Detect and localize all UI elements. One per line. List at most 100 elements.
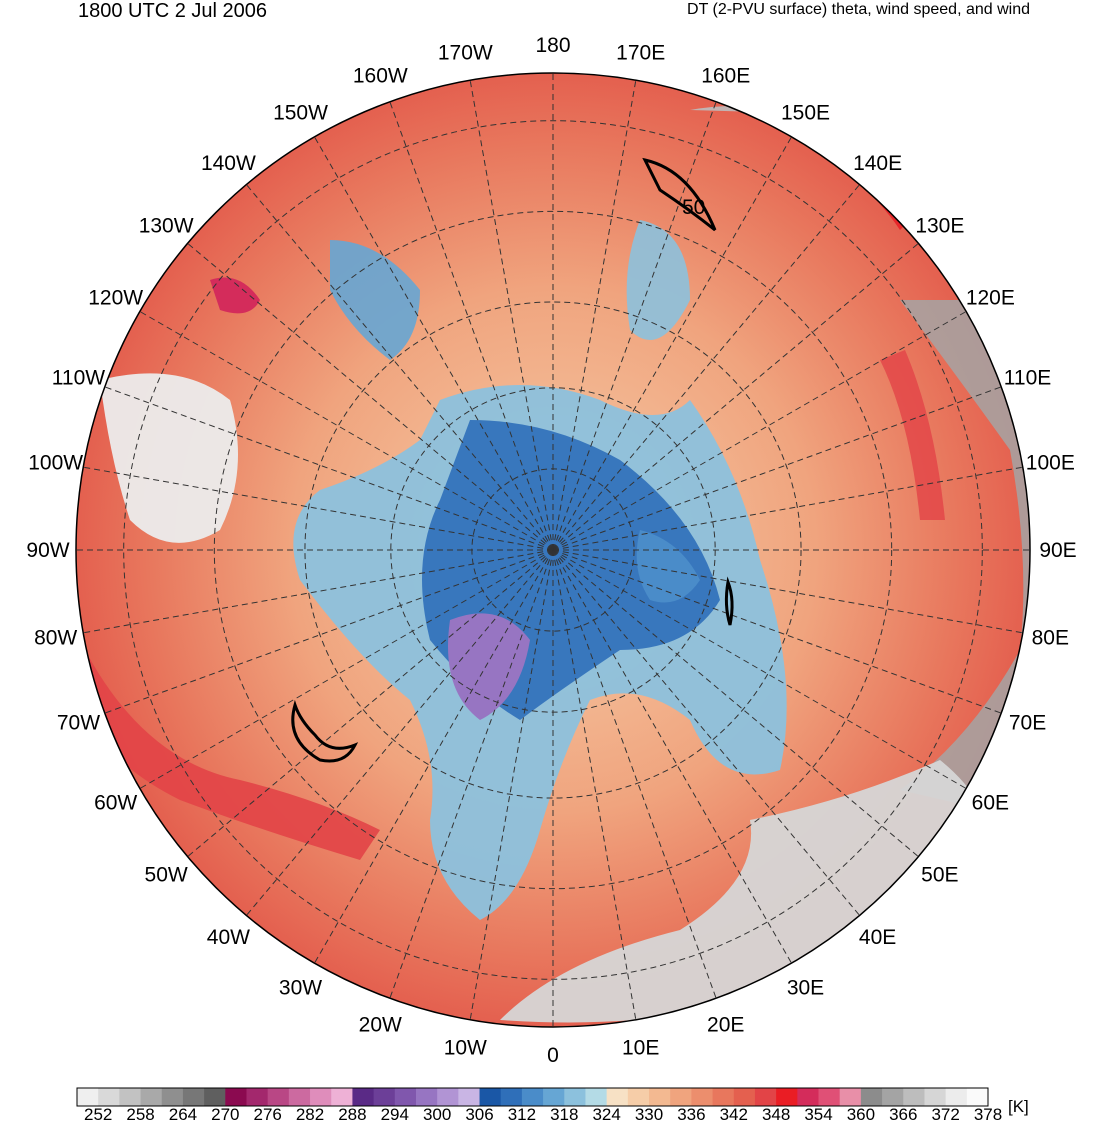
colorbar-swatch: [521, 1088, 544, 1106]
longitude-label: 140E: [853, 152, 902, 175]
colorbar-tick-label: 366: [889, 1105, 917, 1124]
colorbar-tick-label: 348: [762, 1105, 790, 1124]
longitude-label: 150E: [781, 102, 830, 125]
longitude-label: 50W: [145, 864, 188, 887]
colorbar-swatch: [119, 1088, 141, 1106]
colorbar-tick-label: 258: [126, 1105, 154, 1124]
colorbar-swatch: [479, 1088, 502, 1106]
colorbar-tick-label: 354: [804, 1105, 832, 1124]
longitude-label: 170E: [616, 42, 665, 65]
longitude-label: 110E: [1004, 366, 1052, 389]
longitude-label: 90E: [1039, 539, 1076, 562]
colorbar-swatch: [754, 1088, 777, 1106]
wind-speed-contour-label: 50: [682, 196, 705, 219]
colorbar-tick-label: 342: [720, 1105, 748, 1124]
longitude-label: 80E: [1032, 627, 1069, 650]
colorbar-tick-label: 270: [211, 1105, 239, 1124]
colorbar-swatch: [352, 1088, 375, 1106]
valid-time-label: 1800 UTC 2 Jul 2006: [78, 0, 268, 22]
colorbar-swatch: [712, 1088, 735, 1106]
colorbar: 252 258 264 270 276 282 288 294 300 306 312 318 324 3…: [76, 1087, 1002, 1124]
colorbar-tick-label: 378: [974, 1105, 1002, 1124]
longitude-label: 0: [547, 1044, 559, 1067]
longitude-label: 180: [535, 34, 570, 57]
colorbar-swatch: [77, 1088, 99, 1106]
colorbar-tick-label: 252: [84, 1105, 112, 1124]
colorbar-swatch: [373, 1088, 396, 1106]
colorbar-tick-label: 330: [635, 1105, 663, 1124]
longitude-label: 140W: [201, 152, 256, 175]
colorbar-swatch: [225, 1088, 247, 1106]
colorbar-swatch: [776, 1088, 798, 1106]
colorbar-swatch: [161, 1088, 184, 1106]
wind-speed-contour: [724, 576, 734, 626]
wind-speed-contour: [642, 157, 717, 232]
wind-speed-contour: [291, 699, 359, 763]
longitude-label: 130W: [139, 214, 194, 237]
colorbar-swatch: [458, 1088, 480, 1106]
field-title-label: DT (2-PVU surface) theta, wind speed, an…: [687, 1, 1030, 18]
longitude-label: 170W: [438, 42, 493, 65]
colorbar-swatch: [288, 1088, 311, 1106]
colorbar-tick-label: 336: [677, 1105, 705, 1124]
longitude-label: 30E: [787, 976, 824, 999]
colorbar-swatch: [500, 1088, 523, 1106]
colorbar-tick-label: 318: [550, 1105, 578, 1124]
colorbar-tick-label: 312: [508, 1105, 536, 1124]
colorbar-swatch: [966, 1088, 989, 1106]
colorbar-swatch: [98, 1088, 120, 1106]
longitude-label: 100E: [1026, 451, 1075, 474]
colorbar-swatch: [860, 1088, 883, 1106]
longitude-label: 110W: [52, 366, 105, 389]
colorbar-swatch: [606, 1088, 629, 1106]
colorbar-tick-label: 372: [931, 1105, 959, 1124]
colorbar-swatch: [140, 1088, 163, 1106]
colorbar-swatch: [649, 1088, 671, 1106]
colorbar-tick-label: 264: [169, 1105, 197, 1124]
colorbar-swatch: [945, 1088, 968, 1106]
colorbar-swatch: [564, 1088, 586, 1106]
colorbar-swatch: [437, 1088, 459, 1106]
colorbar-swatch: [267, 1088, 290, 1106]
colorbar-swatch: [691, 1088, 713, 1106]
map-boundary: [75, 72, 1031, 1028]
longitude-label: 20E: [707, 1014, 744, 1037]
colorbar-swatch: [182, 1088, 205, 1106]
longitude-label: 60E: [972, 792, 1009, 815]
colorbar-tick-label: 360: [847, 1105, 875, 1124]
colorbar-tick-label: 306: [465, 1105, 493, 1124]
longitude-label: 150W: [273, 102, 328, 125]
longitude-label: 20W: [359, 1014, 402, 1037]
colorbar-tick-label: 300: [423, 1105, 451, 1124]
longitude-label: 40E: [859, 926, 896, 949]
colorbar-swatch: [924, 1088, 947, 1106]
colorbar-swatch: [415, 1088, 438, 1106]
colorbar-swatch: [797, 1088, 819, 1106]
longitude-label: 130E: [915, 214, 964, 237]
colorbar-tick-label: 294: [381, 1105, 409, 1124]
colorbar-swatch: [882, 1088, 904, 1106]
longitude-label: 160E: [701, 64, 750, 87]
colorbar-swatch: [818, 1088, 841, 1106]
colorbar-swatch: [310, 1088, 332, 1106]
longitude-labels: 180 170E 160E 150E 140E 130E 120E 110E 100E 90E 80…: [26, 34, 1076, 1067]
longitude-label: 90W: [26, 539, 69, 562]
longitude-label: 100W: [28, 451, 83, 474]
longitude-label: 70E: [1009, 712, 1046, 735]
longitude-label: 10E: [622, 1036, 659, 1059]
longitude-label: 120W: [88, 287, 143, 310]
colorbar-swatch: [670, 1088, 692, 1106]
colorbar-tick-label: 288: [338, 1105, 366, 1124]
colorbar-swatch: [246, 1088, 269, 1106]
longitude-label: 80W: [34, 627, 77, 650]
longitude-label: 50E: [921, 864, 958, 887]
longitude-label: 160W: [353, 64, 408, 87]
longitude-label: 10W: [444, 1036, 487, 1059]
colorbar-swatch: [585, 1088, 608, 1106]
graticule: [76, 73, 1030, 1027]
colorbar-swatch: [627, 1088, 650, 1106]
colorbar-swatch: [543, 1088, 565, 1106]
colorbar-swatch: [733, 1088, 756, 1106]
colorbar-swatch: [839, 1088, 862, 1106]
